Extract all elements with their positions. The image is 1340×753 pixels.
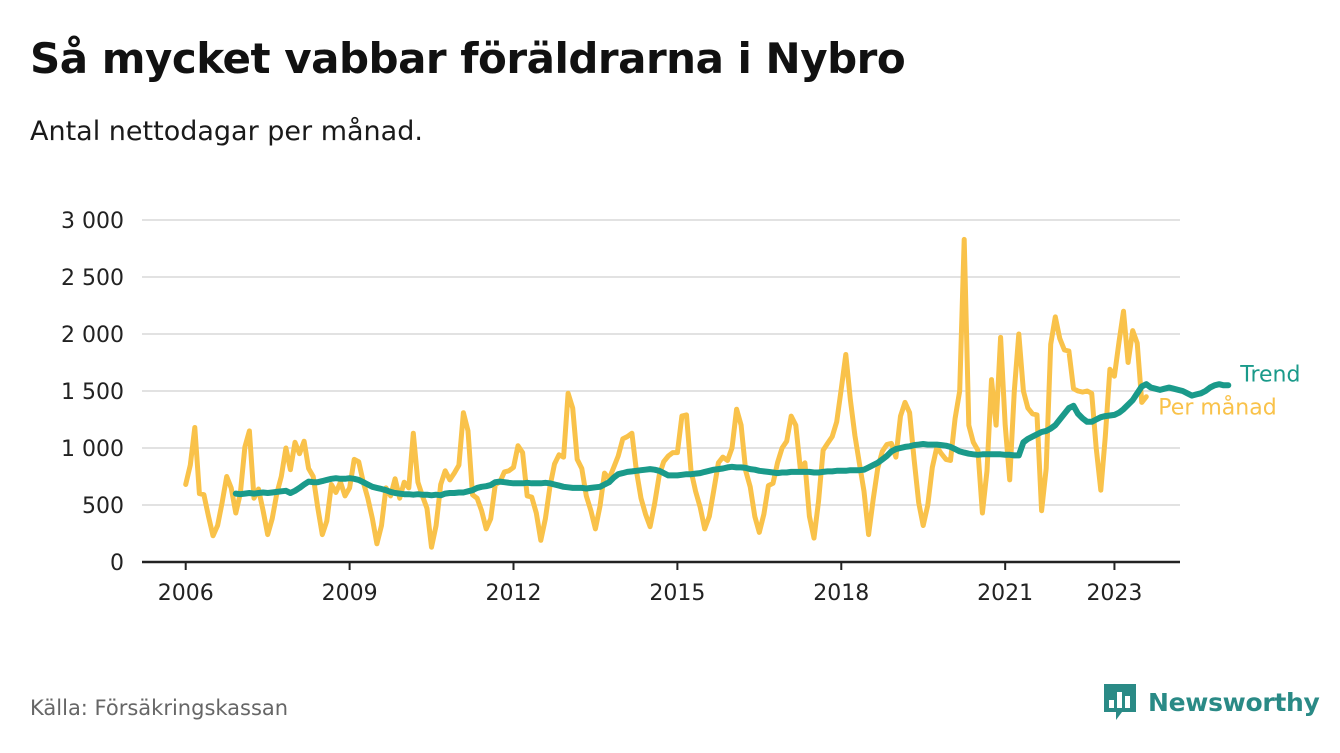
- y-tick-label: 0: [110, 551, 124, 576]
- series-lines: [183, 236, 1232, 550]
- chart-title: Så mycket vabbar föräldrarna i Nybro: [30, 34, 906, 83]
- y-tick-label: 500: [82, 494, 124, 519]
- y-tick-label: 2 000: [61, 323, 124, 348]
- x-tick-label: 2018: [813, 581, 869, 606]
- y-axis-tick-labels: 0 500 1 000 1 500 2 000 2 500 3 000: [61, 209, 124, 576]
- source-note: Källa: Försäkringskassan: [30, 696, 289, 720]
- x-tick-label: 2021: [977, 581, 1033, 606]
- y-tick-label: 1 000: [61, 437, 124, 462]
- x-tick-label: 2015: [649, 581, 705, 606]
- brand-logo[interactable]: Newsworthy: [1102, 682, 1320, 722]
- y-tick-label: 1 500: [61, 380, 124, 405]
- trend-line: [232, 381, 1232, 499]
- x-axis: 2006 2009 2012 2015 2018 2021 2023: [142, 560, 1180, 606]
- x-tick-label: 2006: [158, 581, 214, 606]
- series-labels: Trend Per månad: [1158, 362, 1300, 420]
- x-tick-label: 2009: [322, 581, 378, 606]
- y-tick-label: 3 000: [61, 209, 124, 234]
- x-tick-label: 2023: [1086, 581, 1142, 606]
- brand-name: Newsworthy: [1148, 687, 1320, 717]
- monthly-line: [183, 236, 1149, 550]
- x-tick-label: 2012: [485, 581, 541, 606]
- bar-chart-speech-bubble-icon: [1104, 684, 1136, 720]
- chart-subtitle: Antal nettodagar per månad.: [30, 116, 423, 147]
- monthly-label: Per månad: [1158, 395, 1276, 421]
- y-tick-label: 2 500: [61, 266, 124, 291]
- trend-label: Trend: [1239, 362, 1300, 387]
